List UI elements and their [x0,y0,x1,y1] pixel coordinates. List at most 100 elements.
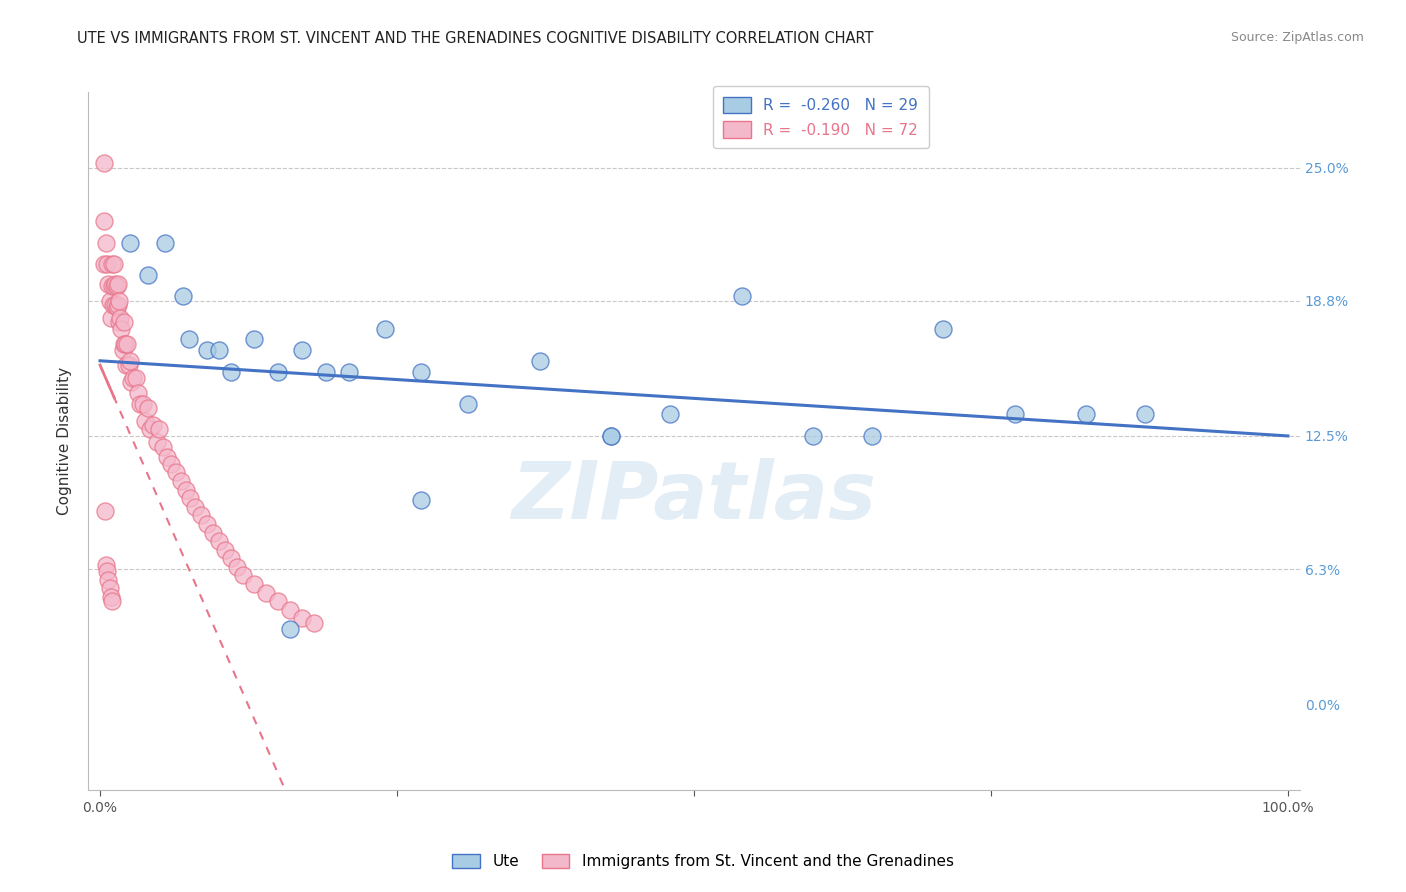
Point [103,278,125,293]
Point [278,603,301,617]
Point [1135,408,1157,422]
Point [1004,408,1026,422]
Point [278,622,301,636]
Point [165,466,187,480]
Text: UTE VS IMMIGRANTS FROM ST. VINCENT AND THE GRENADINES COGNITIVE DISABILITY CORRE: UTE VS IMMIGRANTS FROM ST. VINCENT AND T… [77,31,875,46]
Point [96,257,118,271]
Point [93,156,115,170]
Point [291,611,314,625]
Point [107,298,129,312]
Point [117,336,139,351]
Point [120,376,142,390]
Point [112,336,135,351]
Point [136,401,159,415]
Point [160,457,183,471]
Point [599,429,621,443]
Point [97,573,120,587]
Point [529,353,551,368]
Point [243,332,266,346]
Point [184,500,207,514]
Point [122,371,145,385]
Point [134,414,156,428]
Text: ZIPatlas: ZIPatlas [512,458,876,536]
Point [409,493,432,508]
Point [107,277,129,291]
Point [111,343,134,357]
Point [155,235,177,250]
Point [139,422,162,436]
Point [267,594,290,608]
Point [932,321,955,335]
Point [129,397,152,411]
Point [118,235,141,250]
Point [232,568,254,582]
Point [172,289,194,303]
Point [108,315,131,329]
Point [101,278,124,293]
Point [105,300,128,314]
Point [195,343,218,357]
Point [136,268,159,282]
Point [127,386,149,401]
Point [214,542,236,557]
Point [115,358,138,372]
Point [179,491,201,506]
Point [1074,408,1097,422]
Point [93,257,115,271]
Point [201,525,224,540]
Point [98,293,121,308]
Point [112,315,135,329]
Point [146,435,169,450]
Point [93,214,115,228]
Point [100,590,122,604]
Point [315,365,337,379]
Point [374,321,396,335]
Point [104,298,127,312]
Point [101,594,124,608]
Point [155,450,177,465]
Point [219,551,242,566]
Point [860,429,883,443]
Point [801,429,824,443]
Point [219,365,242,379]
Point [225,560,247,574]
Point [195,516,218,531]
Point [152,440,174,454]
Point [98,582,121,596]
Point [208,343,231,357]
Legend: Ute, Immigrants from St. Vincent and the Grenadines: Ute, Immigrants from St. Vincent and the… [446,847,960,875]
Point [108,293,131,308]
Point [179,332,201,346]
Point [174,483,197,497]
Point [302,615,325,630]
Point [730,289,752,303]
Point [142,418,165,433]
Point [457,397,479,411]
Point [170,474,193,488]
Point [599,429,621,443]
Point [243,577,266,591]
Point [97,277,120,291]
Point [409,365,432,379]
Point [659,408,682,422]
Point [103,257,125,271]
Point [132,397,155,411]
Text: Source: ZipAtlas.com: Source: ZipAtlas.com [1230,31,1364,45]
Point [190,508,212,523]
Point [110,321,132,335]
Point [124,371,146,385]
Y-axis label: Cognitive Disability: Cognitive Disability [58,368,72,516]
Point [94,504,117,518]
Point [291,343,314,357]
Point [94,235,117,250]
Point [105,278,128,293]
Point [267,365,290,379]
Point [104,277,127,291]
Point [117,358,139,372]
Point [100,310,122,325]
Point [101,298,124,312]
Legend: R =  -0.260   N = 29, R =  -0.190   N = 72: R = -0.260 N = 29, R = -0.190 N = 72 [713,87,929,148]
Point [208,534,231,549]
Point [96,564,118,578]
Point [148,422,170,436]
